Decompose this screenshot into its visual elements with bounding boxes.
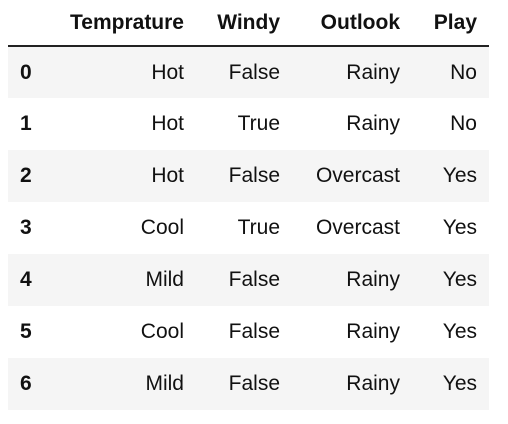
cell-play: Yes — [442, 320, 477, 343]
cell-temprature: Hot — [151, 164, 184, 187]
dataframe-table: Temprature Windy Outlook Play 0 Hot Fals… — [8, 0, 489, 410]
column-header-temprature: Temprature — [53, 0, 196, 47]
column-header-play: Play — [412, 0, 489, 47]
cell-play: Yes — [442, 372, 477, 395]
dataframe-output: Temprature Windy Outlook Play 0 Hot Fals… — [8, 0, 489, 410]
index-header — [8, 0, 53, 47]
cell-play: Yes — [442, 216, 477, 239]
cell-temprature: Cool — [140, 320, 184, 343]
cell-play: No — [450, 60, 477, 84]
row-index: 6 — [20, 372, 32, 395]
cell-outlook: Overcast — [315, 216, 400, 239]
column-header-outlook: Outlook — [292, 0, 412, 47]
cell-outlook: Rainy — [346, 320, 400, 343]
cell-temprature: Hot — [151, 60, 184, 84]
table-row: 0 Hot False Rainy No — [8, 46, 489, 98]
table-header: Temprature Windy Outlook Play — [8, 0, 489, 47]
table-row: 6 Mild False Rainy Yes — [8, 358, 489, 410]
cell-temprature: Cool — [140, 216, 184, 239]
column-header-windy: Windy — [196, 0, 292, 47]
cell-outlook: Rainy — [346, 112, 400, 135]
cell-play: No — [450, 112, 477, 135]
header-row: Temprature Windy Outlook Play — [8, 0, 489, 47]
table-body: 0 Hot False Rainy No 1 Hot True Rainy No… — [8, 46, 489, 410]
cell-windy: True — [237, 216, 280, 239]
row-index: 5 — [20, 320, 32, 343]
cell-play: Yes — [442, 268, 477, 291]
cell-outlook: Overcast — [315, 164, 400, 187]
cell-windy: True — [237, 112, 280, 135]
row-index: 4 — [20, 268, 32, 291]
cell-windy: False — [228, 60, 280, 84]
table-row: 3 Cool True Overcast Yes — [8, 202, 489, 254]
row-index: 0 — [20, 60, 32, 84]
table-row: 4 Mild False Rainy Yes — [8, 254, 489, 306]
table-row: 1 Hot True Rainy No — [8, 98, 489, 150]
cell-windy: False — [228, 372, 280, 395]
cell-windy: False — [228, 164, 280, 187]
row-index: 1 — [20, 112, 32, 135]
cell-windy: False — [228, 320, 280, 343]
cell-temprature: Mild — [145, 268, 184, 291]
cell-outlook: Rainy — [346, 268, 400, 291]
cell-outlook: Rainy — [346, 372, 400, 395]
table-row: 2 Hot False Overcast Yes — [8, 150, 489, 202]
cell-windy: False — [228, 268, 280, 291]
table-row: 5 Cool False Rainy Yes — [8, 306, 489, 358]
cell-play: Yes — [442, 164, 477, 187]
row-index: 2 — [20, 164, 32, 187]
cell-temprature: Mild — [145, 372, 184, 395]
cell-temprature: Hot — [151, 112, 184, 135]
row-index: 3 — [20, 216, 32, 239]
cell-outlook: Rainy — [346, 60, 400, 84]
